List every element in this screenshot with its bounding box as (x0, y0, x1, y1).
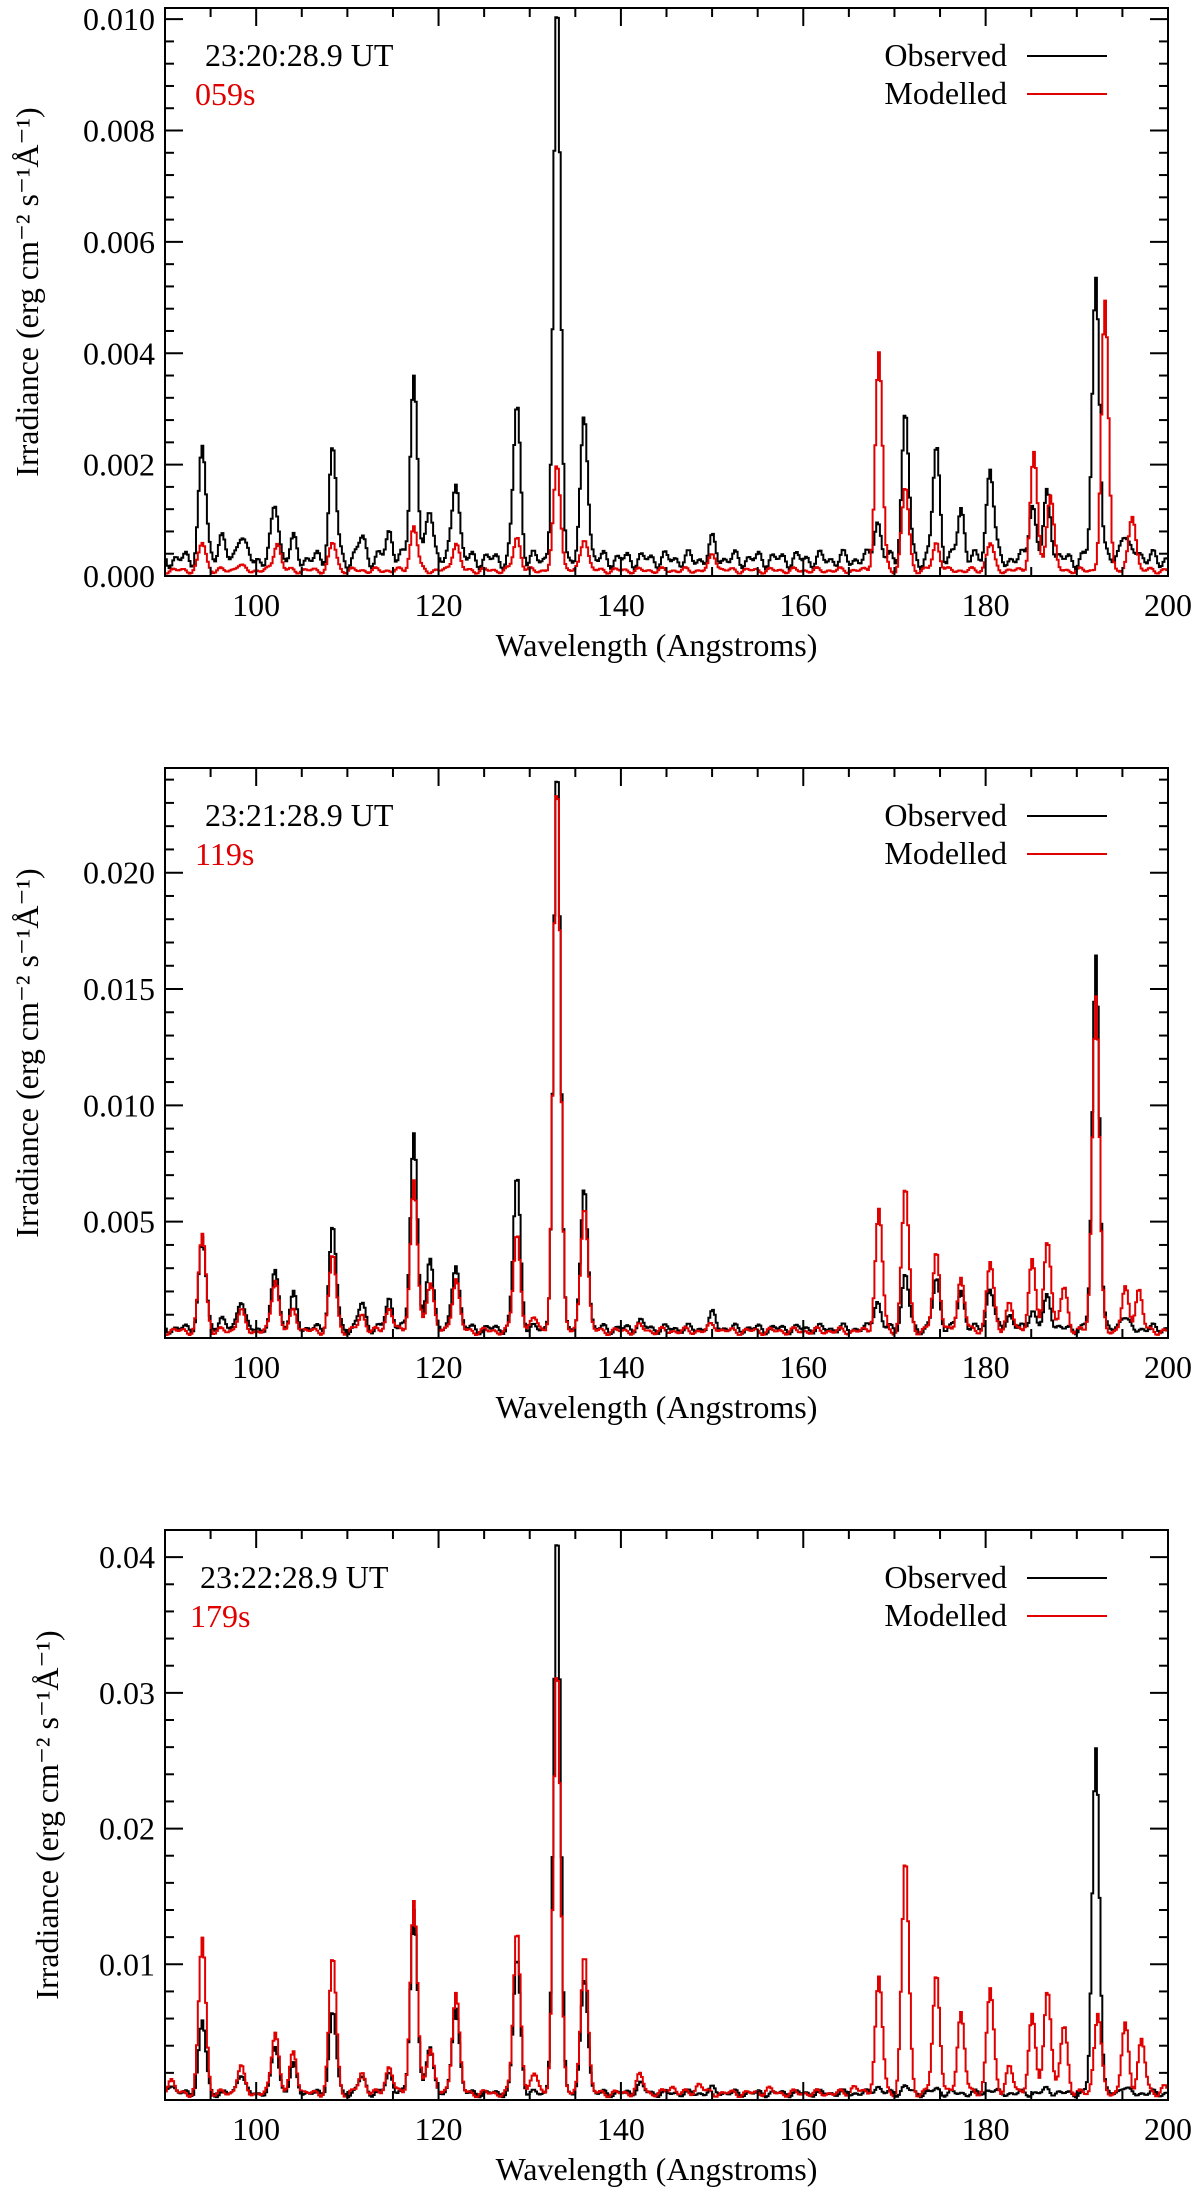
x-tick-label: 180 (962, 1349, 1010, 1385)
series-observed-line (165, 16, 1168, 571)
timestamp-label: 23:21:28.9 UT (205, 797, 394, 833)
y-tick-label: 0.005 (83, 1204, 155, 1240)
y-axis-title: Irradiance (erg cm⁻² s⁻¹Å⁻¹) (29, 1630, 65, 1999)
legend-label-observed: Observed (884, 1559, 1007, 1595)
legend-label-observed: Observed (884, 37, 1007, 73)
y-tick-label: 0.02 (99, 1811, 155, 1847)
y-axis-title: Irradiance (erg cm⁻² s⁻¹Å⁻¹) (9, 107, 45, 476)
x-tick-label: 160 (779, 2111, 827, 2147)
x-tick-label: 100 (232, 587, 280, 623)
y-tick-label: 0.010 (83, 1, 155, 37)
plot-frame (164, 767, 1169, 1339)
x-axis-title: Wavelength (Angstroms) (496, 2151, 818, 2187)
plot-area (165, 780, 1168, 1336)
elapsed-time-label: 119s (195, 836, 254, 872)
y-tick-label: 0.015 (83, 971, 155, 1007)
series-observed-line (165, 780, 1168, 1336)
x-tick-label: 200 (1144, 1349, 1192, 1385)
x-tick-label: 120 (415, 2111, 463, 2147)
x-tick-label: 100 (232, 1349, 280, 1385)
legend-label-observed: Observed (884, 797, 1007, 833)
y-tick-label: 0.000 (83, 558, 155, 594)
x-tick-label: 140 (597, 2111, 645, 2147)
x-tick-label: 200 (1144, 2111, 1192, 2147)
y-tick-label: 0.008 (83, 113, 155, 149)
y-tick-label: 0.04 (99, 1539, 155, 1575)
legend-label-modelled: Modelled (884, 1597, 1007, 1633)
x-tick-label: 180 (962, 2111, 1010, 2147)
y-tick-label: 0.01 (99, 1946, 155, 1982)
chart-panel-1: 100 120 140 160 180 200 0.000 0.002 0.004 0.006 0.… (9, 1, 1192, 663)
series-modelled-line (165, 1677, 1168, 2099)
timestamp-label: 23:22:28.9 UT (200, 1559, 389, 1595)
legend-label-modelled: Modelled (884, 835, 1007, 871)
plot-area (165, 1544, 1168, 2099)
y-tick-label: 0.004 (83, 335, 155, 371)
x-axis-title: Wavelength (Angstroms) (496, 1389, 818, 1425)
y-tick-label: 0.006 (83, 224, 155, 260)
x-tick-label: 140 (597, 1349, 645, 1385)
x-tick-label: 100 (232, 2111, 280, 2147)
plot-frame (164, 7, 1169, 577)
chart-panel-2: 100 120 140 160 180 200 0.005 0.010 0.015 0.020 Wa… (9, 767, 1192, 1425)
x-tick-label: 140 (597, 587, 645, 623)
x-tick-label: 120 (415, 1349, 463, 1385)
elapsed-time-label: 179s (190, 1598, 250, 1634)
timestamp-label: 23:20:28.9 UT (205, 37, 394, 73)
series-modelled-line (165, 795, 1168, 1336)
y-tick-label: 0.010 (83, 1087, 155, 1123)
x-tick-label: 160 (779, 587, 827, 623)
y-tick-label: 0.002 (83, 447, 155, 483)
x-tick-label: 180 (962, 587, 1010, 623)
series-observed-line (165, 1544, 1168, 2099)
x-axis-title: Wavelength (Angstroms) (496, 627, 818, 663)
plot-frame (164, 1529, 1169, 2101)
series-modelled-line (165, 299, 1168, 575)
x-tick-label: 120 (415, 587, 463, 623)
x-tick-label: 200 (1144, 587, 1192, 623)
y-axis-title: Irradiance (erg cm⁻² s⁻¹Å⁻¹) (9, 868, 45, 1237)
chart-panel-3: 100 120 140 160 180 200 0.01 0.02 0.03 0.04 Wavele… (29, 1529, 1192, 2187)
y-tick-label: 0.020 (83, 855, 155, 891)
y-tick-label: 0.03 (99, 1675, 155, 1711)
plot-area (165, 16, 1168, 575)
elapsed-time-label: 059s (195, 76, 255, 112)
legend-label-modelled: Modelled (884, 75, 1007, 111)
x-tick-label: 160 (779, 1349, 827, 1385)
